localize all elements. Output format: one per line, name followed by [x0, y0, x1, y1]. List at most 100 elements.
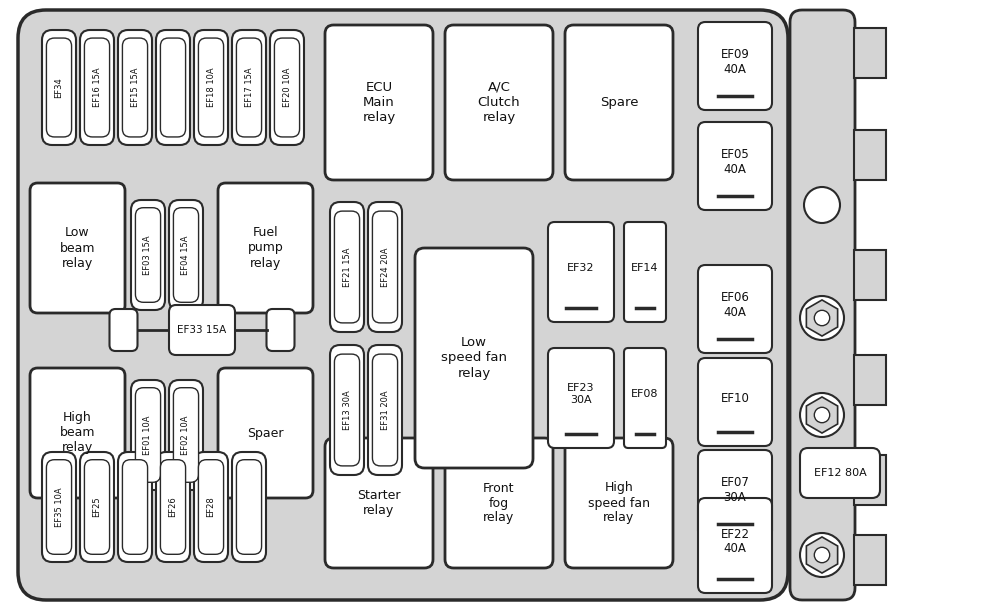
FancyBboxPatch shape: [218, 183, 313, 313]
FancyBboxPatch shape: [42, 452, 76, 562]
FancyBboxPatch shape: [122, 460, 148, 554]
FancyBboxPatch shape: [372, 354, 398, 466]
Bar: [854, 130, 886, 180]
FancyBboxPatch shape: [46, 460, 72, 554]
Text: EF04 15A: EF04 15A: [182, 235, 190, 274]
FancyBboxPatch shape: [30, 368, 125, 498]
Text: EF21 15A: EF21 15A: [342, 247, 352, 287]
FancyBboxPatch shape: [110, 309, 138, 351]
Circle shape: [800, 393, 844, 437]
FancyBboxPatch shape: [266, 309, 294, 351]
FancyBboxPatch shape: [46, 38, 72, 137]
Circle shape: [800, 296, 844, 340]
FancyBboxPatch shape: [131, 200, 165, 310]
Circle shape: [800, 533, 844, 577]
FancyBboxPatch shape: [80, 452, 114, 562]
FancyBboxPatch shape: [445, 25, 553, 180]
Text: EF09
40A: EF09 40A: [721, 48, 749, 76]
FancyBboxPatch shape: [194, 452, 228, 562]
FancyBboxPatch shape: [698, 265, 772, 353]
Text: EF13 30A: EF13 30A: [342, 390, 352, 430]
FancyBboxPatch shape: [565, 438, 673, 568]
Circle shape: [814, 310, 830, 325]
FancyBboxPatch shape: [169, 305, 235, 355]
FancyBboxPatch shape: [135, 387, 161, 483]
FancyBboxPatch shape: [30, 183, 125, 313]
Text: Low
speed fan
relay: Low speed fan relay: [441, 336, 507, 379]
Bar: [854, 250, 886, 300]
FancyBboxPatch shape: [372, 211, 398, 323]
FancyBboxPatch shape: [274, 38, 300, 137]
FancyBboxPatch shape: [624, 348, 666, 448]
FancyBboxPatch shape: [232, 30, 266, 145]
Text: EF06
40A: EF06 40A: [721, 291, 749, 319]
Bar: [854, 355, 886, 405]
Text: EF02 10A: EF02 10A: [182, 415, 190, 455]
Text: EF10: EF10: [721, 392, 749, 405]
Circle shape: [814, 407, 830, 422]
Text: EF07
30A: EF07 30A: [721, 476, 749, 504]
FancyBboxPatch shape: [156, 30, 190, 145]
Bar: [854, 455, 886, 505]
FancyBboxPatch shape: [156, 452, 190, 562]
FancyBboxPatch shape: [368, 345, 402, 475]
Text: A/C
Clutch
relay: A/C Clutch relay: [478, 81, 520, 124]
Text: EF15 15A: EF15 15A: [130, 68, 140, 107]
Text: EF25: EF25: [92, 497, 102, 518]
FancyBboxPatch shape: [84, 460, 110, 554]
FancyBboxPatch shape: [198, 460, 224, 554]
Text: EF12 80A: EF12 80A: [814, 468, 866, 478]
Text: EF23
30A: EF23 30A: [567, 383, 595, 405]
FancyBboxPatch shape: [198, 38, 224, 137]
FancyBboxPatch shape: [334, 354, 360, 466]
FancyBboxPatch shape: [173, 387, 199, 483]
Text: Fuel
pump
relay: Fuel pump relay: [248, 227, 283, 270]
FancyBboxPatch shape: [135, 208, 161, 302]
Text: Starter
relay: Starter relay: [357, 489, 401, 517]
FancyBboxPatch shape: [80, 30, 114, 145]
FancyBboxPatch shape: [169, 200, 203, 310]
Bar: [854, 28, 886, 78]
Text: EF31 20A: EF31 20A: [380, 390, 390, 430]
Text: EF17 15A: EF17 15A: [244, 68, 254, 107]
FancyBboxPatch shape: [118, 452, 152, 562]
FancyBboxPatch shape: [194, 30, 228, 145]
Text: High
beam
relay: High beam relay: [60, 411, 95, 454]
FancyBboxPatch shape: [169, 380, 203, 490]
Text: EF35 10A: EF35 10A: [54, 487, 64, 527]
Text: EF33 15A: EF33 15A: [177, 325, 227, 335]
FancyBboxPatch shape: [218, 368, 313, 498]
FancyBboxPatch shape: [334, 211, 360, 323]
FancyBboxPatch shape: [325, 438, 433, 568]
Bar: [854, 535, 886, 585]
Polygon shape: [806, 397, 838, 433]
Text: EF26: EF26: [168, 497, 178, 518]
FancyBboxPatch shape: [698, 122, 772, 210]
Text: EF32: EF32: [567, 263, 595, 273]
FancyBboxPatch shape: [236, 38, 262, 137]
FancyBboxPatch shape: [270, 30, 304, 145]
Text: EF14: EF14: [631, 263, 659, 273]
Text: EF24 20A: EF24 20A: [380, 247, 390, 287]
FancyBboxPatch shape: [236, 460, 262, 554]
FancyBboxPatch shape: [160, 38, 186, 137]
Text: EF20 10A: EF20 10A: [283, 68, 292, 107]
FancyBboxPatch shape: [548, 348, 614, 448]
Text: EF18 10A: EF18 10A: [207, 68, 216, 107]
Text: EF01 10A: EF01 10A: [144, 415, 152, 455]
Circle shape: [804, 187, 840, 223]
FancyBboxPatch shape: [330, 345, 364, 475]
Text: Low
beam
relay: Low beam relay: [60, 227, 95, 270]
Polygon shape: [806, 537, 838, 573]
Polygon shape: [806, 300, 838, 336]
Text: EF03 15A: EF03 15A: [144, 235, 152, 275]
Text: EF22
40A: EF22 40A: [720, 527, 750, 556]
FancyBboxPatch shape: [160, 460, 186, 554]
FancyBboxPatch shape: [84, 38, 110, 137]
FancyBboxPatch shape: [118, 30, 152, 145]
FancyBboxPatch shape: [173, 208, 199, 302]
FancyBboxPatch shape: [415, 248, 533, 468]
FancyBboxPatch shape: [131, 380, 165, 490]
FancyBboxPatch shape: [368, 202, 402, 332]
Text: ECU
Main
relay: ECU Main relay: [362, 81, 396, 124]
